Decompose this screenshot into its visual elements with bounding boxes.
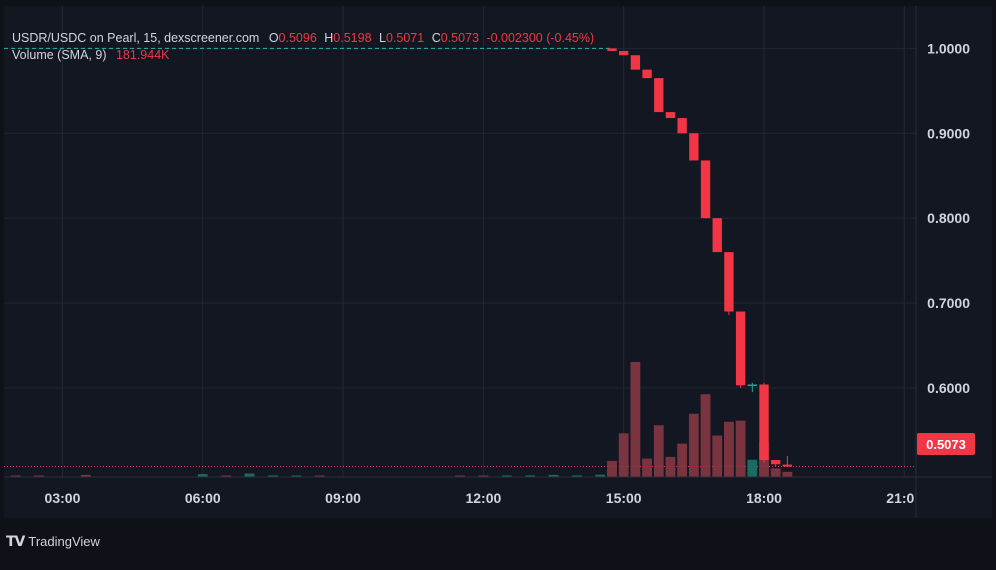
price-axis[interactable]: 0.6000 0.7000 0.8000 0.9000 1.0000 xyxy=(927,40,970,395)
candles xyxy=(607,48,793,467)
volume-bar xyxy=(747,459,758,477)
candle-body xyxy=(724,252,734,312)
volume-bar xyxy=(525,475,536,477)
last-price-badge: 0.5073 xyxy=(917,433,975,455)
volume-bar xyxy=(677,443,688,477)
volume-bar xyxy=(724,421,734,477)
volume-bar xyxy=(665,456,676,477)
time-tick-label: 15:00 xyxy=(606,490,642,506)
volume-bar xyxy=(618,433,629,477)
candle-body xyxy=(771,460,781,465)
price-tick-label: 0.8000 xyxy=(927,210,970,226)
price-tick-label: 1.0000 xyxy=(927,40,970,56)
time-tick-label: 21:0 xyxy=(886,490,914,506)
brand-label: TradingView xyxy=(28,534,100,549)
candle-body xyxy=(677,118,687,134)
time-tick-label: 12:00 xyxy=(465,490,501,506)
last-price-badge-bg xyxy=(917,433,975,455)
volume-bar xyxy=(630,362,641,477)
volume-bar xyxy=(291,475,302,477)
candle-body xyxy=(665,112,676,119)
candle-body xyxy=(759,384,769,461)
volume-bar xyxy=(221,475,232,477)
volume-bar xyxy=(501,475,512,477)
volume-bar xyxy=(712,435,723,477)
candle-body xyxy=(654,78,664,113)
volume-bar xyxy=(197,474,208,477)
price-tick-label: 0.6000 xyxy=(927,380,970,396)
last-price-label: 0.5073 xyxy=(926,437,966,452)
legend-high-label: H xyxy=(324,31,334,45)
candle-body xyxy=(642,69,652,79)
legend-high-value: 0.5198 xyxy=(333,31,372,45)
volume-bar xyxy=(80,474,91,477)
volume-bar xyxy=(244,473,255,477)
legend-volume-row: Volume (SMA, 9) 181.944K xyxy=(12,47,594,64)
tradingview-logo-icon: 𝗧𝗩 xyxy=(6,533,25,549)
legend-ohlc-row: USDR/USDC on Pearl, 15, dexscreener.com … xyxy=(12,30,594,47)
candle-body xyxy=(689,133,699,161)
legend-change: -0.002300 (-0.45%) xyxy=(486,31,595,45)
volume-bar xyxy=(770,468,781,477)
price-tick-label: 0.9000 xyxy=(927,125,970,141)
time-tick-label: 18:00 xyxy=(746,490,782,506)
volume-bar xyxy=(10,475,21,477)
time-tick-label: 03:00 xyxy=(45,490,81,506)
legend-close-label: C xyxy=(431,31,441,45)
volume-bar xyxy=(782,471,793,477)
candle-body xyxy=(735,311,746,386)
time-tick-label: 09:00 xyxy=(325,490,361,506)
candle-body xyxy=(747,384,757,386)
candle-body xyxy=(712,218,722,253)
candle-body xyxy=(619,50,629,56)
volume-bar xyxy=(455,475,465,477)
candle-body xyxy=(782,464,793,467)
volume-bar xyxy=(595,474,606,477)
legend-low-label: L xyxy=(379,31,386,45)
candle-body xyxy=(630,55,641,70)
legend-open-value: 0.5096 xyxy=(278,31,317,45)
volume-bar xyxy=(688,413,699,477)
time-axis[interactable]: 03:00 06:00 09:00 12:00 15:00 18:00 21:0 xyxy=(45,490,915,506)
candle-body xyxy=(607,48,617,51)
legend-volume-label: Volume (SMA, 9) xyxy=(12,48,107,62)
volume-bar xyxy=(642,458,652,477)
candle-body xyxy=(700,160,711,219)
legend-low-value: 0.5071 xyxy=(385,31,425,45)
volume-bar xyxy=(548,474,559,477)
time-tick-label: 06:00 xyxy=(185,490,221,506)
price-tick-label: 0.7000 xyxy=(927,295,970,311)
volume-bar xyxy=(268,475,278,477)
volume-bar xyxy=(735,420,746,477)
legend-volume-value: 181.944K xyxy=(115,48,170,62)
chart-panel xyxy=(4,6,992,518)
legend-open-label: O xyxy=(268,31,279,45)
volume-bar xyxy=(653,425,664,477)
volume-bar xyxy=(314,475,325,477)
volume-bar xyxy=(607,460,617,477)
volume-bar xyxy=(34,475,44,477)
legend-title: USDR/USDC on Pearl, 15, dexscreener.com xyxy=(12,31,260,45)
volume-bar xyxy=(572,475,582,477)
chart-legend: USDR/USDC on Pearl, 15, dexscreener.com … xyxy=(12,30,594,64)
tradingview-brand[interactable]: 𝗧𝗩 TradingView xyxy=(6,533,100,550)
volume-bar xyxy=(478,475,489,477)
volume-bar xyxy=(700,394,711,477)
legend-close-value: 0.5073 xyxy=(440,31,479,45)
